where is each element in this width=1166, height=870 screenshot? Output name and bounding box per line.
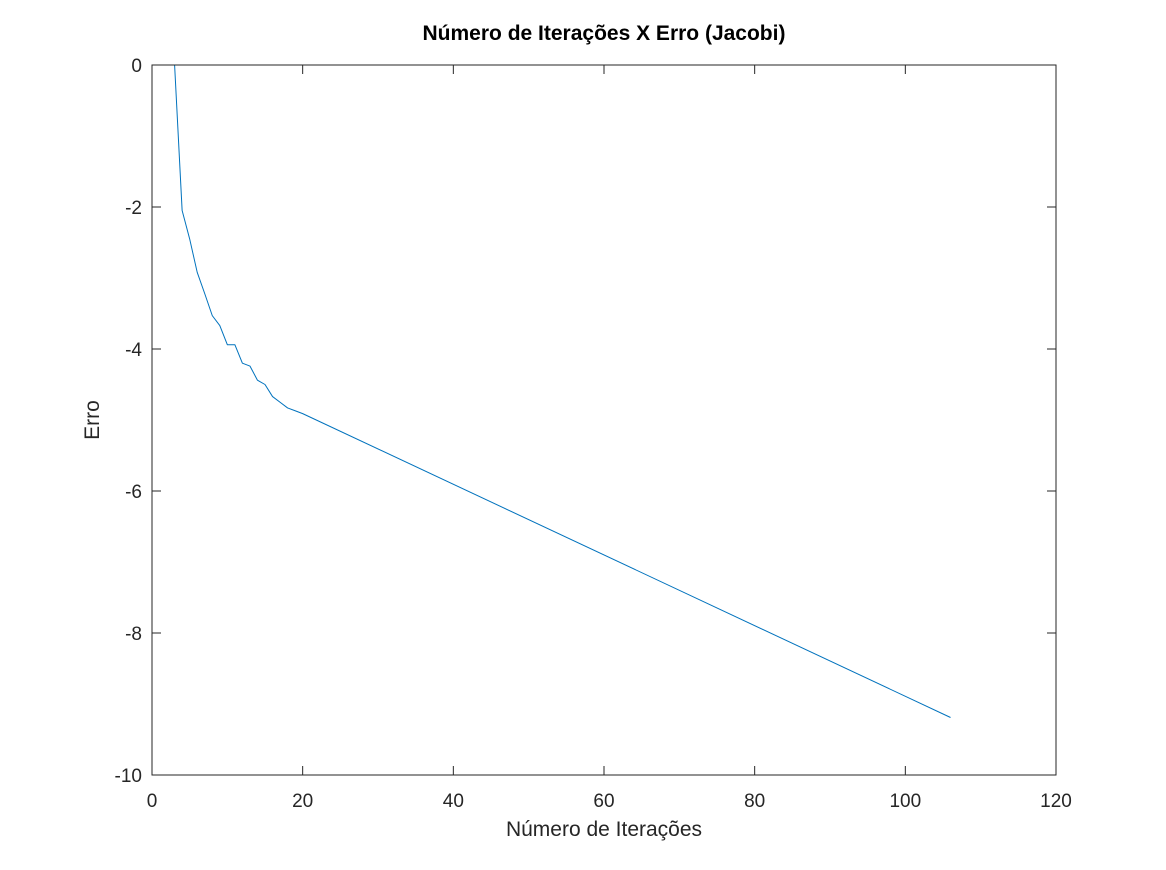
x-tick-label: 120 xyxy=(1040,791,1072,812)
x-tick-label: 60 xyxy=(593,791,614,812)
y-tick-label: -2 xyxy=(125,198,142,219)
x-tick-label: 20 xyxy=(292,791,313,812)
series-line xyxy=(159,64,951,718)
plot-area xyxy=(152,65,1056,775)
y-tick-label: -4 xyxy=(125,340,142,361)
y-tick-label: -6 xyxy=(125,482,142,503)
y-tick-label: -10 xyxy=(115,766,142,787)
plot-box xyxy=(151,64,1057,776)
y-axis-label: Erro xyxy=(81,400,104,440)
x-tick-label: 80 xyxy=(744,791,765,812)
chart-title: Número de Iterações X Erro (Jacobi) xyxy=(423,22,786,45)
tick-labels: 0 20 40 60 80 100 120 0 -2 -4 -6 -8 -10 xyxy=(115,56,1072,812)
x-axis-label: Número de Iterações xyxy=(506,818,702,841)
x-tick-label: 0 xyxy=(147,791,158,812)
x-tick-label: 100 xyxy=(889,791,921,812)
x-tick-label: 40 xyxy=(443,791,464,812)
series-layer xyxy=(159,64,951,718)
y-tick-label: -8 xyxy=(125,624,142,645)
y-tick-label: 0 xyxy=(131,56,142,77)
